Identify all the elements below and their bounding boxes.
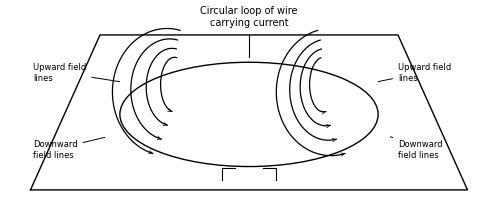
Text: Upward field
lines: Upward field lines (378, 63, 451, 82)
Text: Circular loop of wire
carrying current: Circular loop of wire carrying current (200, 6, 298, 28)
Text: Upward field
lines: Upward field lines (33, 63, 120, 82)
Text: Downward
field lines: Downward field lines (33, 138, 105, 159)
Text: Downward
field lines: Downward field lines (390, 137, 443, 159)
